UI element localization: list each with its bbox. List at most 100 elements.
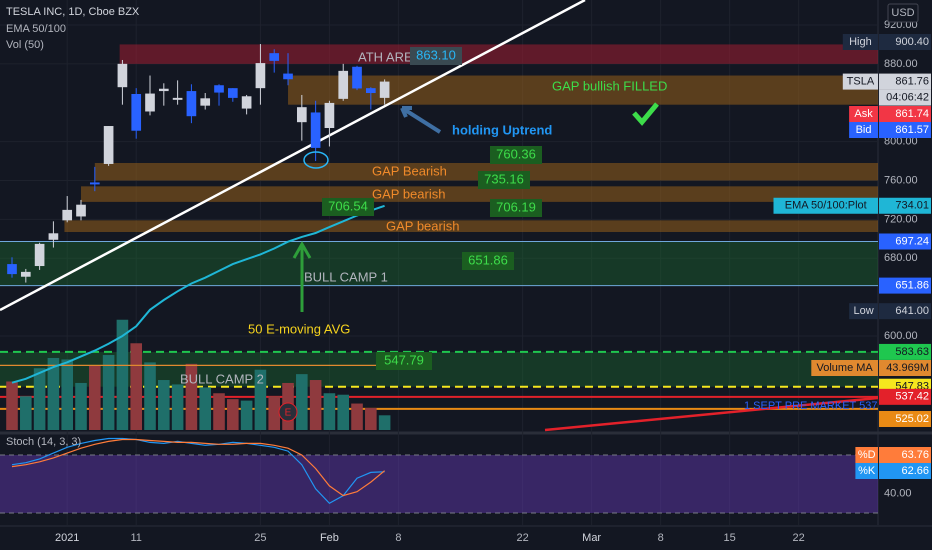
volume-bar [6,381,18,430]
annotation-box [410,47,462,65]
highlight [303,151,329,169]
volume-bar [47,357,60,430]
candle-body [200,98,211,106]
volume-bar [323,393,336,430]
price-badge [879,122,931,138]
annotation: 547.79 [384,352,424,367]
volume-bar [20,396,32,430]
price-badge [879,411,931,427]
checkmark [632,102,659,126]
annotation: GAP bullish FILLED [552,78,667,93]
price-badge [879,197,931,214]
x-tick-label: Mar [582,532,601,544]
annotation-box [376,352,432,370]
candle-body [158,88,169,92]
badge-tag-label: Low [853,305,873,317]
annotation-box [462,252,514,270]
time-badge [879,89,931,106]
volume-bar [351,403,363,430]
volume-bar [33,368,46,430]
annotation: 651.86 [468,252,508,267]
price-zone [0,241,878,286]
candle-body [145,93,155,112]
badge-tag [773,197,878,214]
volume-bar [116,319,129,430]
candle-body [365,88,376,94]
candle-body [117,63,128,88]
badge-tag [855,463,878,479]
volume-bar [102,355,115,430]
badge-tag-label: TSLA [847,75,875,87]
volume-bar [227,399,239,430]
trend-line [0,0,586,312]
volume-bar [268,396,281,430]
volume-bar [254,369,267,430]
price-badge [879,447,931,463]
legend-indicator: EMA 50/100 [6,23,66,35]
price-badge-label: 734.01 [895,200,929,212]
candle-body [338,70,349,99]
y-tick-label: 40.00 [884,488,912,500]
annotation-box [322,198,374,216]
x-tick-label: 15 [724,532,736,544]
volume-bar [365,407,377,430]
annotation: 706.19 [496,199,536,214]
candle-body [131,93,142,131]
price-badge-label: 43.969M [886,362,929,374]
candle-body [62,209,73,221]
candle-body [48,233,59,240]
x-tick-label: 8 [395,532,401,544]
price-badge-label: 861.57 [895,124,929,136]
price-badge-label: 900.40 [895,36,929,48]
annotation: GAP bearish [372,186,445,201]
candle-body [227,88,238,98]
price-badge [879,388,931,405]
sept-line [544,396,879,432]
volume-bar [309,380,322,430]
badge-tag-label: Bid [856,124,872,136]
legend-title: TESLA INC, 1D, Cboe BZX [6,6,140,18]
candle-body [76,204,86,217]
annotation-box [490,199,542,217]
annotation: 863.10 [416,47,456,62]
candle-body [34,243,45,267]
badge-tag-label: EMA 50/100:Plot [785,200,867,212]
volume-bar [185,363,198,430]
candle-body [379,81,390,98]
badge-tag [811,360,878,376]
annotation: BULL CAMP 1 [304,269,388,284]
badge-tag [849,106,878,122]
y-tick-label: 680.00 [884,252,918,264]
x-tick-label: 8 [658,532,664,544]
stoch-band [0,454,878,514]
volume-bar [158,380,170,430]
price-zone [119,44,879,64]
badge-tag [842,73,878,90]
annotation: holding Uptrend [452,122,552,137]
x-tick-label: 25 [254,532,266,544]
price-badge-label: 651.86 [895,280,929,292]
badge-tag [842,34,878,50]
volume-bar [378,415,391,430]
candle-body [324,102,335,129]
annotation-box [478,171,530,189]
y-tick-label: 760.00 [884,174,918,186]
volume-bar [61,359,74,430]
annotation: 760.36 [496,146,536,161]
candle-body [7,264,17,275]
price-badge [879,303,931,320]
currency: USD [891,7,914,19]
badge-tag-label: High [849,36,872,48]
y-tick-label: 800.00 [884,136,918,148]
annotation: 50 E-moving AVG [248,321,350,336]
time-label: 04:06:42 [886,91,929,103]
price-badge [879,343,931,360]
annotation: GAP bearish [386,218,459,233]
x-tick-label: 22 [793,532,805,544]
x-tick-label: 2021 [55,532,79,544]
ema-line [11,204,385,384]
price-badge [879,463,931,479]
annotation-box [490,146,542,164]
candle-body [186,91,197,117]
price-badge-label: 525.02 [895,413,929,425]
